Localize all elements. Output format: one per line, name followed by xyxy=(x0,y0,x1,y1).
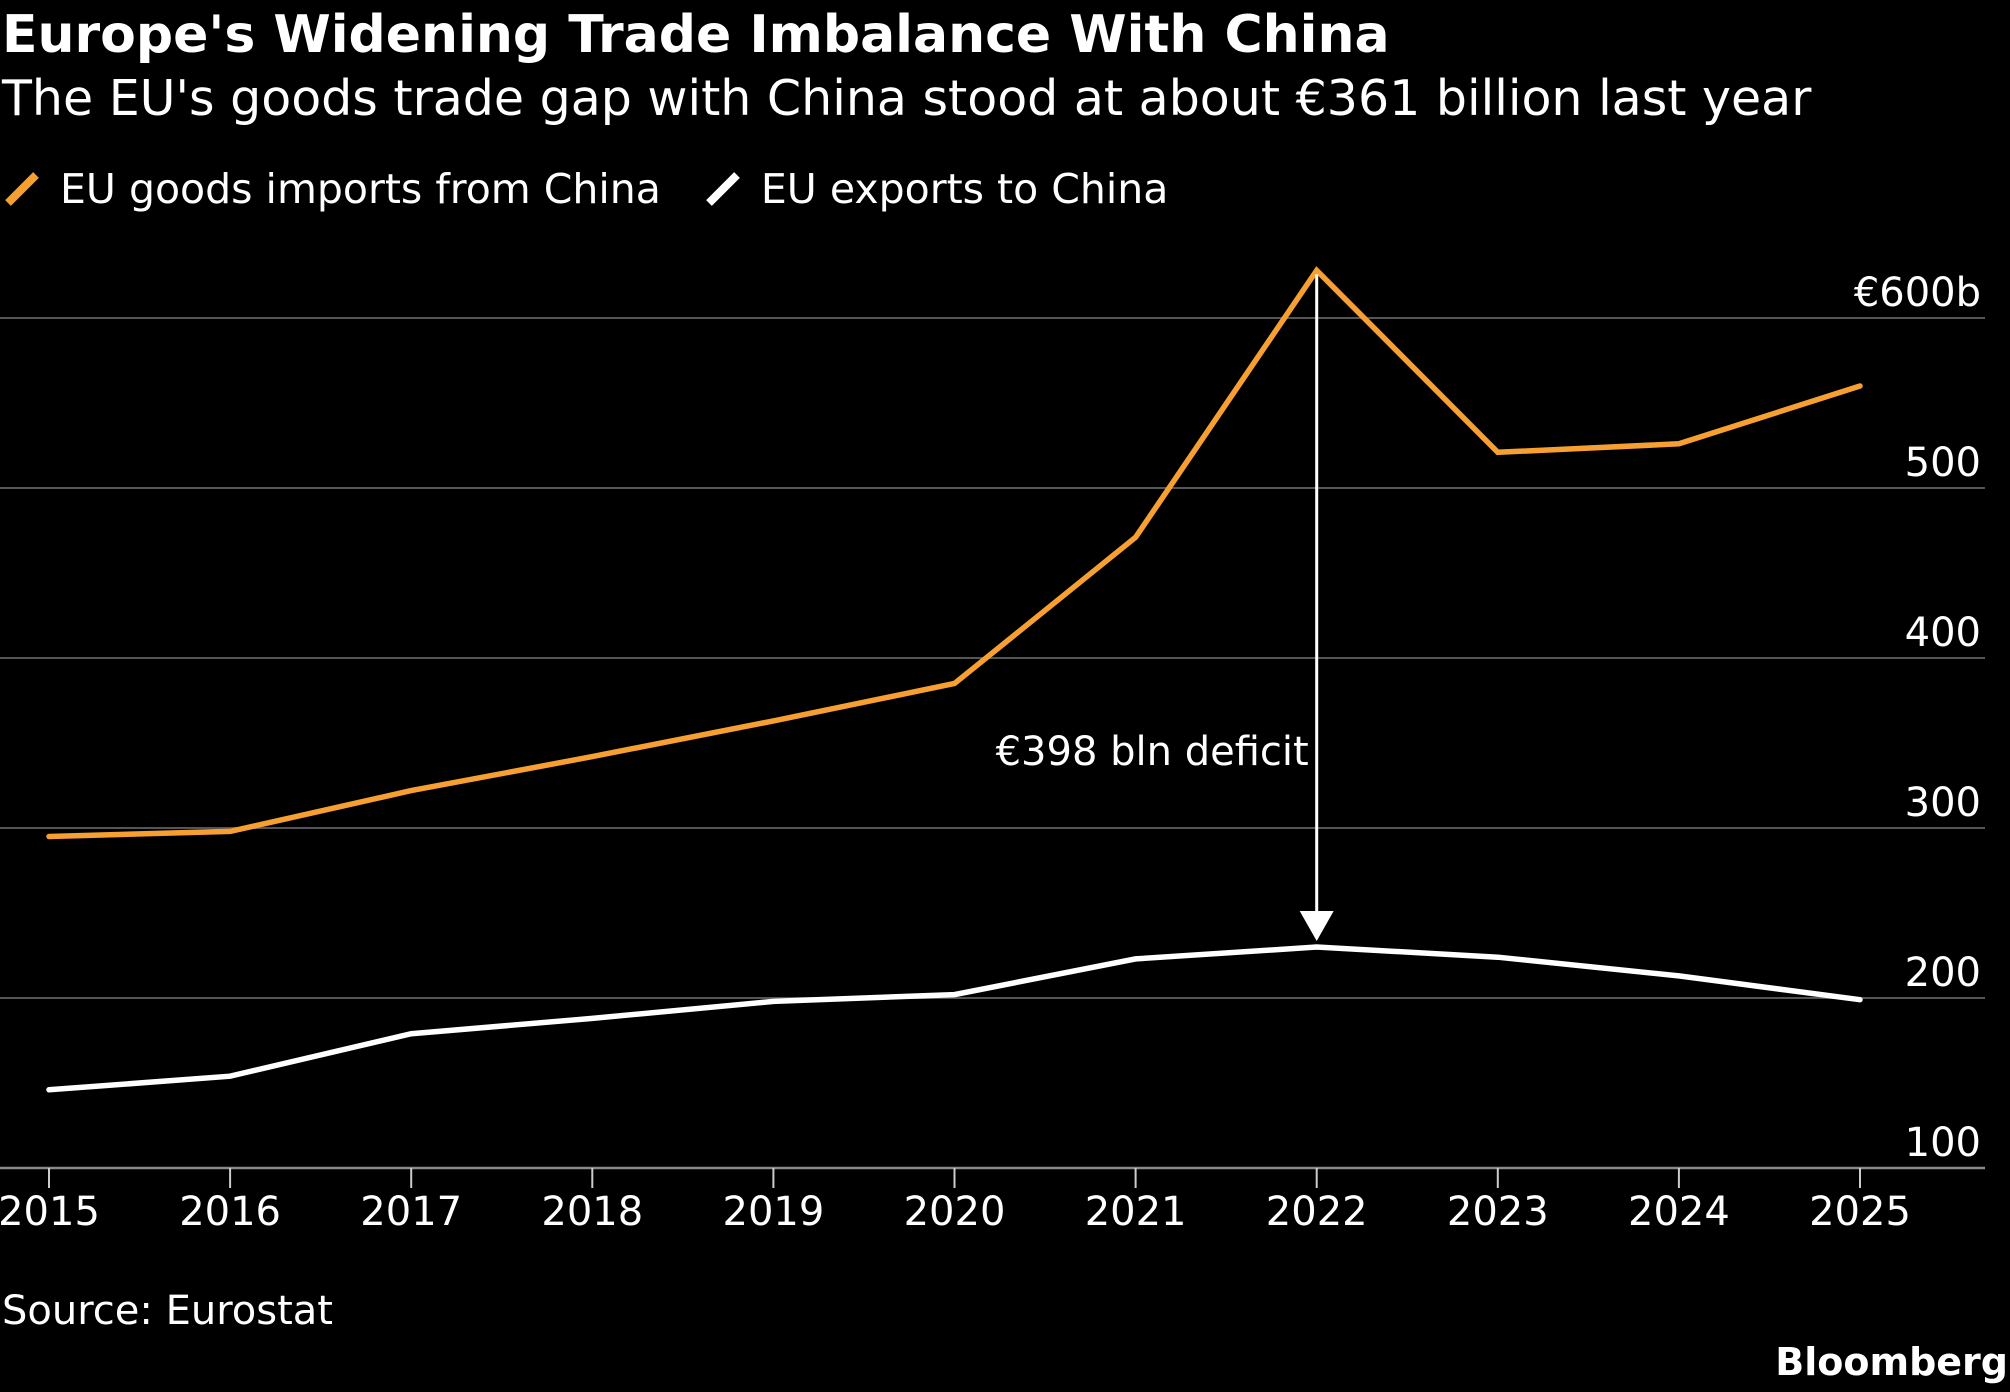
y-tick-label: 200 xyxy=(1905,950,1981,996)
chart-subtitle: The EU's goods trade gap with China stoo… xyxy=(2,70,1812,127)
legend: EU goods imports from China EU exports t… xyxy=(2,162,1210,216)
series-line-exports xyxy=(46,944,1863,1093)
series-line-imports xyxy=(46,266,1863,840)
y-tick-label: 400 xyxy=(1905,610,1981,656)
x-tick-label: 2023 xyxy=(1447,1189,1549,1235)
x-tick-label: 2021 xyxy=(1085,1189,1187,1235)
x-tick-label: 2015 xyxy=(0,1189,100,1235)
brand-logo: Bloomberg xyxy=(1775,1340,2008,1384)
chart-title: Europe's Widening Trade Imbalance With C… xyxy=(2,5,1390,65)
x-tick-label: 2017 xyxy=(360,1189,462,1235)
legend-item-imports: EU goods imports from China xyxy=(2,162,661,216)
source-note: Source: Eurostat xyxy=(2,1288,333,1334)
x-tick-label: 2016 xyxy=(179,1189,281,1235)
x-tick-label: 2024 xyxy=(1628,1189,1730,1235)
y-tick-label: 300 xyxy=(1905,780,1981,826)
x-tick-label: 2025 xyxy=(1809,1189,1911,1235)
legend-label-exports: EU exports to China xyxy=(760,165,1169,213)
y-tick-label: 500 xyxy=(1905,440,1981,486)
legend-label-imports: EU goods imports from China xyxy=(60,165,661,213)
x-tick-label: 2019 xyxy=(723,1189,825,1235)
x-tick-label: 2018 xyxy=(541,1189,643,1235)
x-tick-label: 2020 xyxy=(904,1189,1006,1235)
x-tick-label: 2022 xyxy=(1266,1189,1368,1235)
line-chart: 100 200 300 400 500 €600b 2015 2016 2017 2018 2019… xyxy=(0,266,1985,1235)
deficit-annotation: €398 bln deficit xyxy=(996,729,1309,775)
legend-swatch-exports-icon xyxy=(703,169,743,209)
legend-item-exports: EU exports to China xyxy=(703,162,1168,216)
legend-swatch-imports-icon xyxy=(2,169,42,209)
y-tick-label: €600b xyxy=(1854,270,1981,316)
y-tick-label: 100 xyxy=(1905,1120,1981,1166)
deficit-arrow-head-icon xyxy=(1299,911,1334,941)
